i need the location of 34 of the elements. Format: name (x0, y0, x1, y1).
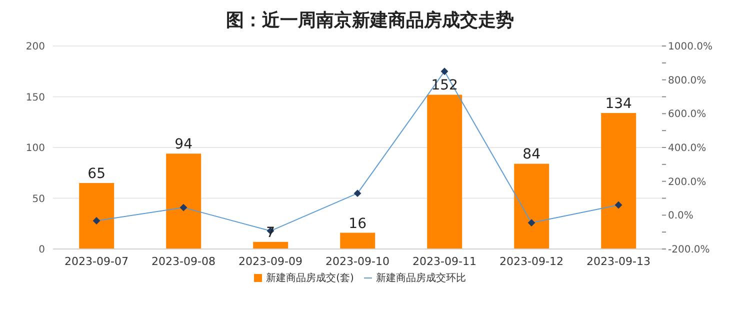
y-tick-label: 0 (38, 244, 45, 256)
y-tick-label: 150 (26, 92, 45, 104)
y-tick-label: 100 (26, 143, 45, 154)
y2-tick-label: -200.0% (668, 244, 710, 256)
bar (166, 154, 202, 249)
data-label: 84 (522, 146, 541, 163)
x-tick-label: 2023-09-07 (64, 254, 128, 268)
data-label: 65 (88, 166, 106, 182)
x-tick-label: 2023-09-12 (500, 254, 564, 268)
chart-title: 图：近一周南京新建商品房成交走势 (225, 9, 515, 33)
legend-label: 新建商品房成交(套) (266, 273, 354, 284)
y2-tick-label: 1000.0% (668, 42, 712, 53)
bar (253, 242, 288, 249)
bar (340, 232, 376, 249)
y2-tick-label: 0.0% (668, 210, 694, 222)
x-tick-label: 2023-09-13 (586, 254, 650, 268)
y-tick-label: 200 (26, 42, 45, 53)
bar (601, 112, 636, 249)
data-label: 94 (174, 136, 193, 153)
bar (514, 164, 550, 249)
x-tick-label: 2023-09-10 (326, 254, 390, 268)
y2-tick-label: 600.0% (668, 109, 706, 120)
data-label: 16 (348, 216, 367, 232)
y2-tick-label: 800.0% (668, 75, 706, 86)
x-tick-label: 2023-09-11 (412, 254, 476, 268)
bar (79, 183, 114, 249)
y2-tick-label: 200.0% (668, 176, 706, 188)
y2-tick-label: 400.0% (668, 143, 706, 154)
x-tick-label: 2023-09-09 (238, 254, 302, 268)
bar (427, 94, 462, 249)
y-tick-label: 50 (32, 194, 45, 205)
data-label: 134 (605, 96, 632, 112)
x-tick-label: 2023-09-08 (152, 254, 216, 268)
legend-label: 新建商品房成交环比 (376, 273, 466, 284)
